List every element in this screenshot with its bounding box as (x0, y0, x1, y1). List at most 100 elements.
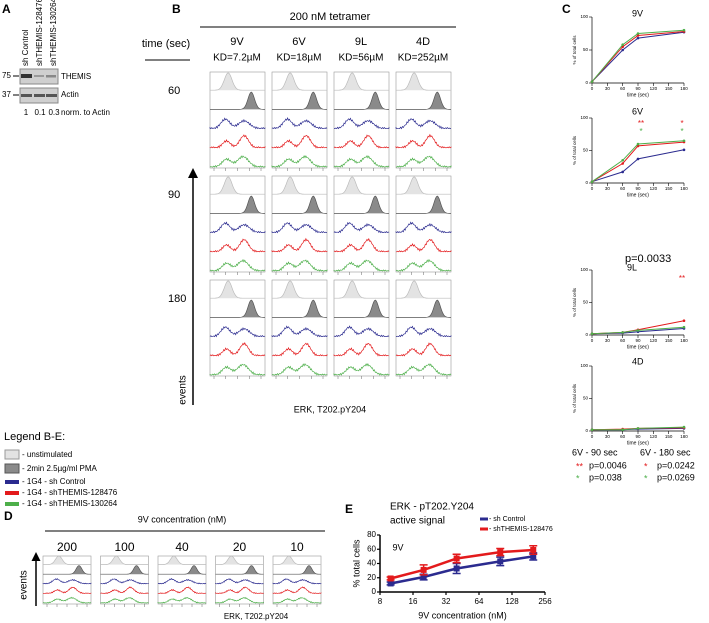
histogram-cell (395, 279, 452, 377)
series-line (591, 31, 685, 83)
x-tick-label: 180 (680, 86, 688, 91)
histogram-trace (42, 596, 92, 604)
annotation: * (680, 119, 683, 128)
data-point (682, 28, 686, 32)
histogram-trace (333, 237, 390, 253)
histogram-cell (395, 71, 452, 169)
stats-p: p=0.038 (589, 472, 622, 482)
panel-label: A (2, 2, 11, 16)
histogram-trace (271, 117, 328, 130)
histogram-trace (100, 586, 149, 594)
histogram-trace (157, 586, 207, 594)
histogram-trace (396, 155, 452, 168)
histogram-trace (272, 91, 327, 110)
histogram-trace (215, 578, 264, 585)
lane-label: shTHEMIS-128476 (35, 0, 44, 66)
data-point (621, 48, 624, 52)
x-axis-label: time (sec) (627, 440, 649, 446)
histogram-trace (396, 176, 451, 195)
histogram-cell (272, 555, 322, 605)
histogram-trace (395, 363, 452, 376)
x-axis-label: time (sec) (627, 92, 649, 98)
x-tick-label: 60 (620, 338, 626, 343)
x-tick-label: 150 (665, 338, 673, 343)
legend-entry: - 1G4 - shTHEMIS-130264 (22, 499, 118, 508)
annotation: 9V (392, 542, 403, 552)
histogram-trace (271, 259, 328, 272)
y-tick-label: 100 (580, 267, 588, 272)
data-point (621, 43, 624, 47)
data-point (497, 558, 504, 565)
stats-p: p=0.0269 (657, 472, 695, 482)
legend-swatch (5, 491, 19, 495)
legend-entry: - shTHEMIS-128476 (489, 526, 553, 533)
series-line (592, 426, 685, 431)
y-tick-label: 100 (580, 363, 588, 368)
data-point (590, 180, 594, 183)
data-point (420, 574, 427, 581)
lane-label: shTHEMIS-130264 (49, 0, 58, 66)
data-point (621, 162, 624, 165)
histogram-trace (210, 91, 265, 110)
histogram-trace (100, 555, 149, 565)
histogram-trace (272, 586, 322, 594)
data-point (636, 142, 640, 146)
histogram-trace (333, 134, 390, 149)
legend-swatch (5, 480, 19, 484)
histogram-cell (209, 175, 266, 273)
histogram-cell (100, 555, 149, 605)
mw-marker: 37 (2, 90, 11, 99)
histogram-cell (215, 555, 264, 605)
histogram-trace (396, 280, 451, 299)
histogram-trace (43, 555, 91, 565)
stats-stars: * (644, 461, 648, 471)
histogram-trace (334, 91, 389, 110)
histogram-trace (210, 72, 265, 91)
y-axis-label: % total cells (351, 539, 361, 588)
y-tick-label: 0 (585, 332, 588, 337)
histogram-trace (333, 259, 390, 272)
y-axis-label: % of total cells (572, 35, 577, 65)
histogram-trace (272, 176, 327, 195)
y-tick-label: 50 (583, 396, 589, 401)
histogram-trace (272, 280, 327, 299)
histogram-trace (209, 326, 266, 338)
x-tick-label: 256 (538, 597, 552, 606)
x-tick-label: 120 (650, 338, 658, 343)
x-tick-label: 128 (505, 597, 519, 606)
legend-entry: - 1G4 - sh Control (22, 477, 86, 486)
histogram-trace (43, 565, 91, 575)
x-tick-label: 0 (591, 338, 594, 343)
series-line (591, 31, 685, 83)
histogram-trace (42, 586, 92, 594)
y-axis-label: % of total cells (572, 383, 577, 413)
x-tick-label: 90 (635, 86, 641, 91)
histogram-trace (272, 342, 328, 357)
histogram-trace (100, 578, 149, 585)
histogram-trace (395, 118, 451, 130)
column-peptide: 6V (292, 36, 306, 48)
column-peptide: 9L (355, 36, 367, 48)
data-point (621, 170, 624, 174)
histogram-trace (272, 72, 327, 91)
band (34, 75, 44, 77)
column-label: 200 (57, 540, 77, 554)
x-tick-label: 30 (605, 86, 611, 91)
column-label: 20 (233, 540, 247, 554)
data-point (682, 148, 686, 152)
histogram-trace (157, 578, 207, 585)
x-tick-label: 90 (635, 338, 641, 343)
band (46, 75, 56, 78)
chart-title: 4D (632, 356, 644, 366)
series-line (591, 140, 685, 183)
histogram-trace (272, 195, 327, 214)
x-tick-label: 30 (605, 434, 611, 439)
data-point (636, 32, 640, 35)
histogram-trace (271, 154, 328, 168)
data-point (387, 580, 394, 587)
chart-title: 6V (632, 106, 643, 116)
annotation: p=0.0033 (625, 253, 671, 265)
histogram-trace (271, 325, 328, 338)
